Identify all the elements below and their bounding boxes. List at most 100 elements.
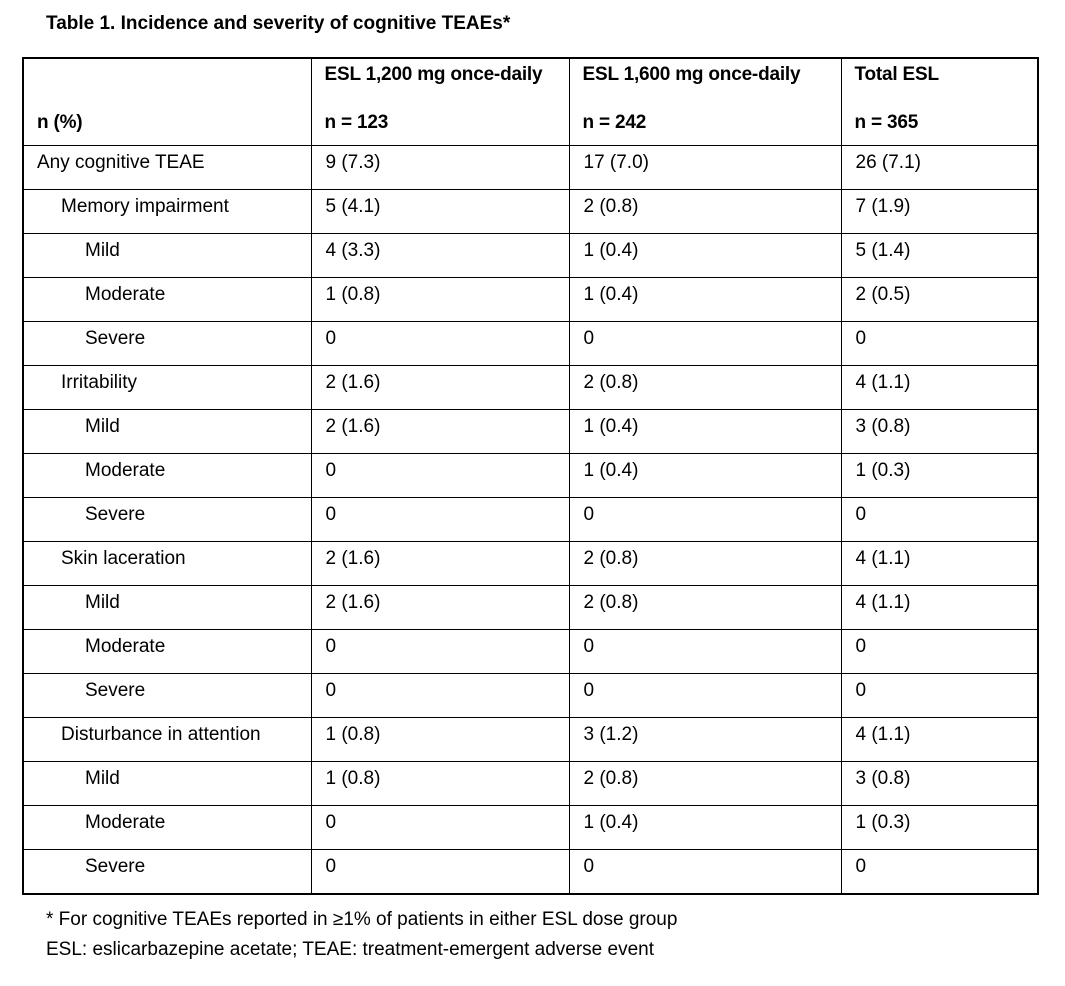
column-title: Total ESL [854,64,940,85]
row-label: Disturbance in attention [22,717,312,762]
header-row: n (%) ESL 1,200 mg once-daily n = 123 ES… [22,57,1039,146]
cell-esl1600: 0 [568,321,842,366]
row-label: Mild [22,761,312,806]
column-title: ESL 1,200 mg once-daily [324,64,543,85]
cell-esl1600: 1 (0.4) [568,277,842,322]
table-row: Mild 2 (1.6) 2 (0.8) 4 (1.1) [22,585,1039,630]
cell-esl1600: 2 (0.8) [568,761,842,806]
cell-total: 0 [840,321,1039,366]
row-label: Moderate [22,629,312,674]
cell-total: 7 (1.9) [840,189,1039,234]
table-row: Skin laceration 2 (1.6) 2 (0.8) 4 (1.1) [22,541,1039,586]
cell-esl1600: 2 (0.8) [568,365,842,410]
cell-total: 1 (0.3) [840,805,1039,850]
cell-esl1200: 0 [310,629,570,674]
table-row: Severe 0 0 0 [22,321,1039,366]
column-n: n = 242 [582,112,647,133]
row-label: Severe [22,849,312,894]
table-row: Moderate 0 1 (0.4) 1 (0.3) [22,453,1039,498]
row-label: Moderate [22,277,312,322]
cell-total: 3 (0.8) [840,409,1039,454]
header-cell-esl1600: ESL 1,600 mg once-daily n = 242 [568,57,842,146]
header-cell-total: Total ESL n = 365 [840,57,1039,146]
footnotes: * For cognitive TEAEs reported in ≥1% of… [46,905,1065,965]
row-label: Mild [22,409,312,454]
cell-total: 4 (1.1) [840,717,1039,762]
table-row: Disturbance in attention 1 (0.8) 3 (1.2)… [22,717,1039,762]
row-label: Memory impairment [22,189,312,234]
corner-label: n (%) [37,112,83,133]
cell-total: 0 [840,849,1039,894]
cell-esl1600: 0 [568,849,842,894]
table-row: Severe 0 0 0 [22,497,1039,542]
table-row: Mild 1 (0.8) 2 (0.8) 3 (0.8) [22,761,1039,806]
cell-esl1200: 0 [310,849,570,894]
cell-esl1200: 0 [310,805,570,850]
cell-esl1600: 0 [568,673,842,718]
cell-total: 0 [840,497,1039,542]
table-row: Irritability 2 (1.6) 2 (0.8) 4 (1.1) [22,365,1039,410]
cell-esl1200: 1 (0.8) [310,277,570,322]
footnote-asterisk: * For cognitive TEAEs reported in ≥1% of… [46,908,678,930]
table-row: Mild 4 (3.3) 1 (0.4) 5 (1.4) [22,233,1039,278]
cell-esl1600: 1 (0.4) [568,233,842,278]
cell-total: 0 [840,629,1039,674]
cell-total: 1 (0.3) [840,453,1039,498]
table-row: Moderate 0 0 0 [22,629,1039,674]
row-label: Mild [22,585,312,630]
cell-esl1200: 0 [310,673,570,718]
row-label: Severe [22,497,312,542]
cell-esl1200: 2 (1.6) [310,541,570,586]
table-body: Any cognitive TEAE 9 (7.3) 17 (7.0) 26 (… [22,145,1039,894]
cell-total: 3 (0.8) [840,761,1039,806]
cell-esl1600: 2 (0.8) [568,189,842,234]
row-label: Moderate [22,805,312,850]
row-label: Any cognitive TEAE [22,145,312,190]
cell-esl1200: 1 (0.8) [310,717,570,762]
cell-esl1200: 0 [310,453,570,498]
table-row: Severe 0 0 0 [22,673,1039,718]
cell-total: 26 (7.1) [840,145,1039,190]
table-row: Any cognitive TEAE 9 (7.3) 17 (7.0) 26 (… [22,145,1039,190]
cell-total: 4 (1.1) [840,541,1039,586]
row-label: Severe [22,673,312,718]
cell-esl1200: 5 (4.1) [310,189,570,234]
column-n: n = 365 [854,112,919,133]
cell-total: 5 (1.4) [840,233,1039,278]
row-label: Severe [22,321,312,366]
cell-total: 4 (1.1) [840,585,1039,630]
cell-esl1200: 1 (0.8) [310,761,570,806]
table-title: Table 1. Incidence and severity of cogni… [46,13,511,34]
teae-table: n (%) ESL 1,200 mg once-daily n = 123 ES… [22,57,1039,895]
cell-esl1600: 2 (0.8) [568,541,842,586]
cell-esl1200: 2 (1.6) [310,585,570,630]
row-label: Mild [22,233,312,278]
cell-esl1600: 1 (0.4) [568,805,842,850]
table-row: Moderate 1 (0.8) 1 (0.4) 2 (0.5) [22,277,1039,322]
cell-esl1200: 2 (1.6) [310,365,570,410]
header-cell-row-label: n (%) [22,57,312,146]
document-page: Table 1. Incidence and severity of cogni… [0,13,1065,965]
header-cell-esl1200: ESL 1,200 mg once-daily n = 123 [310,57,570,146]
cell-esl1600: 3 (1.2) [568,717,842,762]
table-row: Memory impairment 5 (4.1) 2 (0.8) 7 (1.9… [22,189,1039,234]
cell-esl1600: 0 [568,497,842,542]
cell-total: 0 [840,673,1039,718]
cell-esl1600: 1 (0.4) [568,453,842,498]
cell-esl1600: 2 (0.8) [568,585,842,630]
cell-esl1200: 4 (3.3) [310,233,570,278]
column-n: n = 123 [324,112,389,133]
table-row: Moderate 0 1 (0.4) 1 (0.3) [22,805,1039,850]
row-label: Moderate [22,453,312,498]
cell-esl1200: 9 (7.3) [310,145,570,190]
row-label: Skin laceration [22,541,312,586]
cell-esl1600: 17 (7.0) [568,145,842,190]
cell-total: 2 (0.5) [840,277,1039,322]
cell-esl1600: 0 [568,629,842,674]
cell-esl1200: 2 (1.6) [310,409,570,454]
cell-esl1200: 0 [310,321,570,366]
table-row: Mild 2 (1.6) 1 (0.4) 3 (0.8) [22,409,1039,454]
row-label: Irritability [22,365,312,410]
column-title: ESL 1,600 mg once-daily [582,64,801,85]
cell-total: 4 (1.1) [840,365,1039,410]
